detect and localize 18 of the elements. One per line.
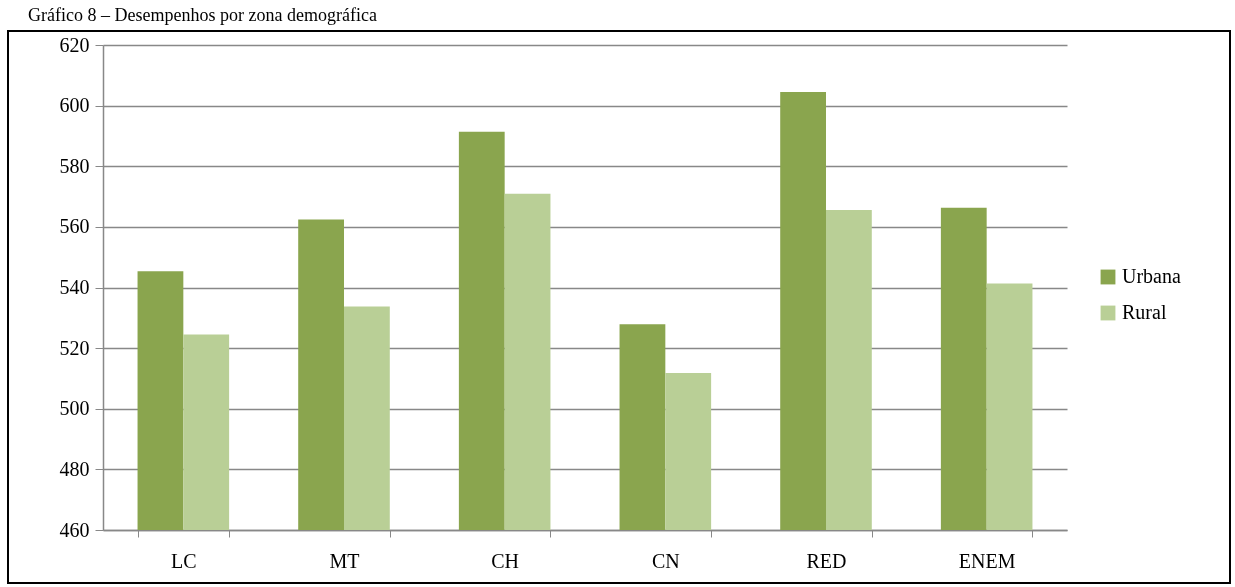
y-tick-label: 460 bbox=[59, 518, 90, 541]
x-tick-label: ENEM bbox=[958, 549, 1016, 572]
x-tick-label: RED bbox=[806, 549, 847, 572]
legend-label: Urbana bbox=[1122, 265, 1181, 287]
y-tick-label: 620 bbox=[59, 33, 90, 56]
y-tick-label: 560 bbox=[59, 215, 90, 238]
x-tick-label: LC bbox=[171, 549, 197, 572]
chart-title: Gráfico 8 – Desempenhos por zona demográfica bbox=[28, 5, 377, 25]
y-tick-label: 520 bbox=[59, 336, 90, 359]
y-tick-label: 540 bbox=[59, 276, 90, 298]
x-tick-label: CH bbox=[491, 549, 520, 572]
y-tick-label: 500 bbox=[59, 397, 90, 420]
legend-label: Rural bbox=[1122, 301, 1167, 323]
x-tick-label: MT bbox=[329, 549, 360, 572]
y-tick-label: 600 bbox=[59, 94, 90, 117]
y-tick-label: 580 bbox=[59, 154, 90, 177]
y-tick-label: 480 bbox=[59, 457, 90, 480]
x-tick-label: CN bbox=[651, 549, 680, 572]
